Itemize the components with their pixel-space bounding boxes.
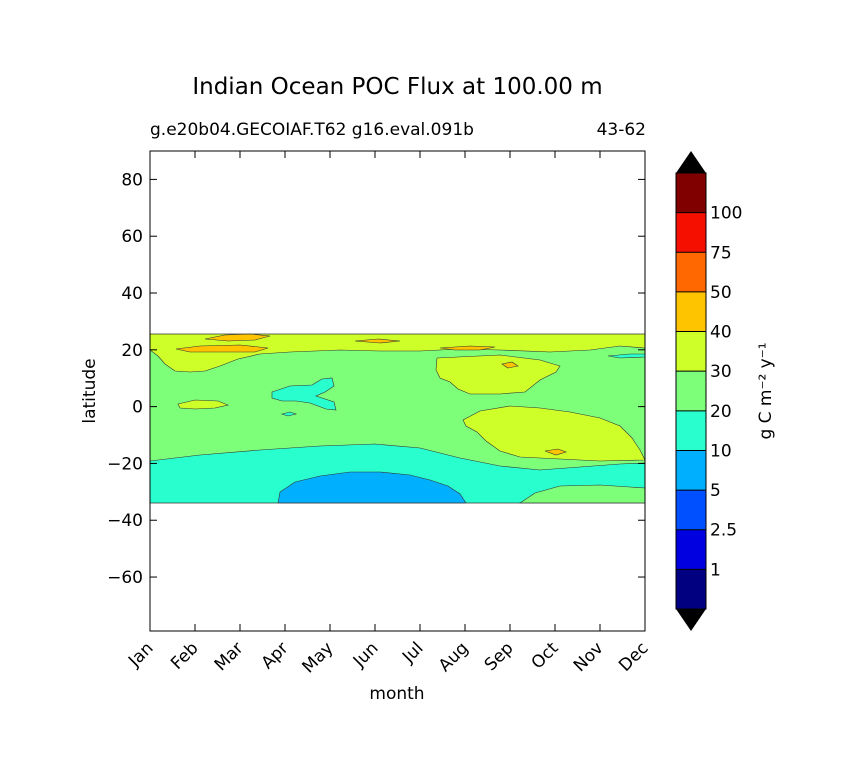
region-band-40-50-c — [354, 338, 401, 344]
region-band-30-40-north — [149, 333, 646, 373]
colorbar-tick-label: 50 — [710, 283, 732, 303]
region-band-30-40-south — [462, 405, 646, 462]
colorbar-tick-label: 75 — [710, 243, 732, 263]
colorbar-swatch — [676, 490, 706, 530]
colorbar-swatch — [676, 173, 706, 213]
y-tick-label: 40 — [121, 284, 143, 304]
colorbar-tick-label: 10 — [710, 441, 732, 461]
region-band-40-50-d — [439, 345, 496, 351]
contour-fill-layer — [149, 333, 646, 504]
x-tick-label: Oct — [528, 638, 563, 673]
x-tick-label: Feb — [167, 638, 202, 673]
y-axis: 80 60 40 20 0 −20 −40 −60 — [107, 170, 645, 588]
region-band-40-50-f — [544, 448, 567, 456]
region-band-40-50-b — [204, 333, 271, 342]
region-band-30-40-feb — [177, 399, 230, 410]
colorbar-swatch — [676, 410, 706, 451]
x-tick-label: Mar — [211, 638, 248, 675]
y-tick-label: 80 — [121, 170, 143, 190]
y-tick-label: 0 — [132, 398, 143, 418]
colorbar-swatch — [676, 252, 706, 292]
x-tick-label: Jul — [398, 638, 427, 667]
chart-title: Indian Ocean POC Flux at 100.00 m — [192, 74, 603, 100]
colorbar-tick-label: 5 — [710, 481, 721, 501]
region-band-40-50-e — [501, 361, 519, 369]
colorbar-swatch — [676, 291, 706, 332]
colorbar-tick-label: 2.5 — [710, 521, 737, 541]
x-tick-label: May — [299, 638, 338, 677]
y-tick-label: −60 — [107, 568, 143, 588]
region-band-10-20-small — [280, 411, 298, 417]
y-tick-label: 20 — [121, 341, 143, 361]
y-tick-label: −40 — [107, 511, 143, 531]
colorbar-swatch — [676, 569, 706, 609]
x-tick-label: Aug — [435, 638, 473, 676]
colorbar-tick-label: 1 — [710, 560, 721, 580]
x-tick-label: Sep — [481, 638, 518, 675]
region-band-30-40-aug — [435, 354, 561, 395]
region-band-10-20-apr — [271, 377, 337, 411]
y-tick-label: −20 — [107, 454, 143, 474]
colorbar: 1 2.5 5 10 20 30 40 50 75 100 — [675, 151, 742, 631]
x-tick-label: Apr — [258, 638, 293, 673]
y-tick-label: 60 — [121, 227, 143, 247]
plot-frame — [149, 150, 646, 632]
chart-subtitle-run: g.e20b04.GECOIAF.T62 g16.eval.091b — [150, 120, 474, 140]
colorbar-label: g C m⁻² y⁻¹ — [756, 342, 776, 439]
colorbar-tick-label: 100 — [710, 204, 742, 224]
colorbar-tick-label: 20 — [710, 402, 732, 422]
region-band-40-50-a — [175, 344, 269, 353]
colorbar-swatch — [676, 212, 706, 253]
colorbar-tick-label: 30 — [710, 362, 732, 382]
colorbar-over-arrow — [676, 151, 706, 173]
colorbar-swatch — [676, 450, 706, 491]
x-tick-label: Nov — [570, 638, 608, 676]
region-band-5-10 — [277, 471, 467, 504]
colorbar-swatch — [676, 529, 706, 570]
colorbar-frame — [675, 172, 707, 610]
x-tick-label: Jun — [349, 638, 383, 672]
colorbar-tick-label: 40 — [710, 323, 732, 343]
x-axis-label: month — [369, 684, 424, 704]
colorbar-swatch — [676, 331, 706, 372]
colorbar-swatch — [676, 371, 706, 411]
x-tick-label: Jan — [124, 638, 157, 671]
y-axis-label: latitude — [80, 358, 100, 423]
x-tick-label: Dec — [615, 638, 652, 675]
colorbar-under-arrow — [676, 609, 706, 631]
chart-subtitle-years: 43-62 — [596, 120, 646, 140]
